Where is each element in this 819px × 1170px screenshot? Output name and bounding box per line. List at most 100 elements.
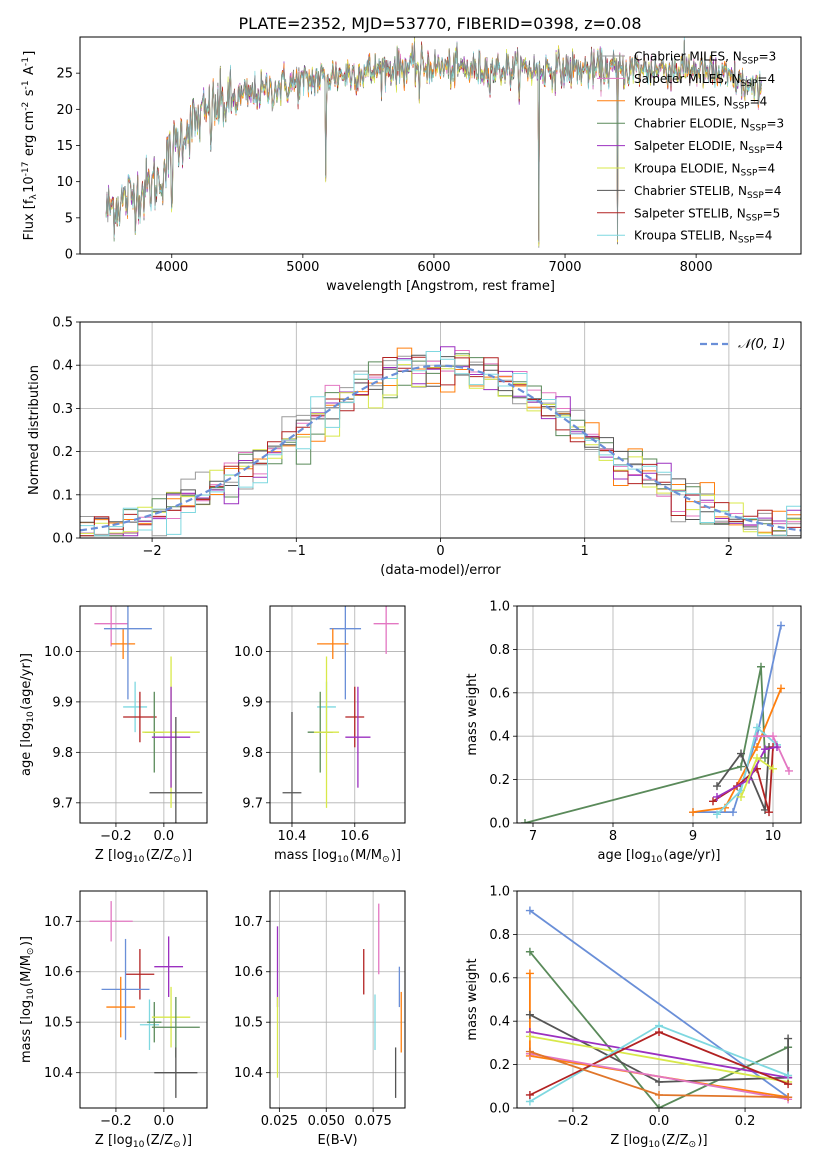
weight-marker: [525, 947, 534, 956]
tick-label-x: 8: [609, 829, 617, 844]
weight-marker: [525, 1032, 534, 1041]
tick-label-y: 0.0: [489, 1102, 510, 1117]
weight-series-line: [716, 746, 770, 811]
legend-label: Kroupa STELIB, NSSP=4: [634, 229, 772, 246]
tick-label-x: 0.075: [355, 1114, 392, 1129]
weight-series-line: [529, 1035, 789, 1083]
axes-frame: [79, 605, 208, 824]
weight-marker: [525, 1047, 534, 1056]
x-axis-label: Z [log10 (Z/Z⊙ )]: [610, 1133, 707, 1150]
tick-label-x: 1: [581, 544, 589, 559]
tick-label-y: 0.3: [52, 402, 73, 417]
tick-label-x: −1: [287, 544, 306, 559]
tick-label-x: 6000: [417, 260, 450, 275]
y-axis-label: mass weight: [465, 673, 480, 755]
chart-z-mass: −0.2 0.0 10.4 10.5 10.6 10.7 Z [log10 (Z/Z⊙ )]…: [19, 890, 208, 1150]
tick-label-y: 0.4: [489, 730, 510, 745]
tick-label-y: 0.8: [489, 643, 510, 658]
legend-label: Chabrier STELIB, NSSP=4: [634, 184, 782, 201]
tick-label-y: 10.7: [44, 915, 73, 930]
tick-label-y: 0.2: [52, 445, 73, 460]
tick-label-y: 0.2: [489, 1058, 510, 1073]
plot-area: [525, 906, 793, 1108]
plot-area: [521, 621, 793, 823]
weight-marker: [689, 808, 697, 817]
plot-area: [80, 346, 801, 538]
weight-marker: [773, 743, 781, 752]
plot-area: [282, 606, 399, 823]
tick-label-y: 0.0: [52, 532, 73, 547]
weight-marker: [753, 753, 761, 762]
weight-marker: [769, 732, 777, 741]
tick-label-x: −0.2: [557, 1114, 589, 1129]
x-axis-label: (data-model)/error: [380, 563, 501, 578]
axes-frame: [79, 321, 802, 539]
axes-frame: [79, 890, 208, 1109]
plot-area: [89, 901, 200, 1098]
tick-label-y: 0.2: [489, 773, 510, 788]
weight-marker: [761, 745, 769, 754]
x-axis-label: Z [log10 (Z/Z⊙ )]: [95, 848, 192, 865]
legend-label: Salpeter ELODIE, NSSP=4: [634, 139, 783, 156]
y-axis-label: Flux [fλ 10-17 erg cm-2 s-1 A-1 ]: [21, 51, 39, 241]
y-axis-label: age [log10 (age/yr)]: [19, 653, 36, 776]
tick-label-y: 0.4: [52, 359, 73, 374]
y-axis-label: mass [log10 (M/M⊙ )]: [19, 936, 36, 1063]
chart-residuals: −2 −1 0 1 2 0.0 0.1 0.2 0.3 0.4 0.5 (data-model)/er…: [27, 316, 802, 578]
legend-label: Kroupa MILES, NSSP=4: [634, 94, 767, 111]
weight-marker: [757, 662, 765, 671]
tick-label-x: 10: [765, 829, 782, 844]
weight-marker: [753, 743, 761, 752]
tick-label-y: 10.6: [234, 965, 263, 980]
plot-area: [276, 903, 402, 1098]
chart-mass-age: 10.4 10.6 9.7 9.8 9.9 10.0 mass [log10 (M/M⊙ )…: [234, 605, 406, 865]
tick-label-y: 10: [56, 175, 73, 190]
normal-reference-curve: [80, 364, 801, 532]
tick-label-x: 4000: [155, 260, 188, 275]
tick-label-y: 0.5: [52, 316, 73, 331]
chart-z-weight: −0.2 0.0 0.2 0.0 0.2 0.4 0.6 0.8 1.0 Z [log10 (Z/…: [465, 885, 802, 1150]
weight-marker: [784, 1080, 793, 1089]
tick-label-x: 7000: [548, 260, 581, 275]
tick-label-y: 9.8: [242, 746, 263, 761]
tick-label-y: 9.9: [52, 695, 73, 710]
tick-label-y: 0.4: [489, 1015, 510, 1030]
weight-marker: [753, 723, 761, 732]
tick-label-x: 0: [436, 544, 444, 559]
histogram-series: [80, 351, 801, 538]
legend-label: 𝒩(0, 1): [738, 337, 785, 352]
tick-label-y: 0.6: [489, 686, 510, 701]
tick-label-y: 9.7: [242, 796, 263, 811]
tick-label-y: 10.6: [44, 965, 73, 980]
tick-label-y: 0.1: [52, 488, 73, 503]
weight-marker: [655, 1028, 663, 1037]
x-axis-label: mass [log10 (M/M⊙ )]: [274, 848, 401, 865]
tick-label-y: 10.5: [44, 1016, 73, 1031]
tick-label-y: 1.0: [489, 885, 510, 900]
tick-label-x: 10.4: [278, 829, 307, 844]
tick-label-x: −2: [143, 544, 162, 559]
tick-label-x: 5000: [286, 260, 319, 275]
plot-area: [105, 37, 762, 248]
legend-label: Salpeter STELIB, NSSP=5: [634, 206, 780, 223]
data-line: [105, 39, 762, 241]
tick-label-y: 9.9: [242, 695, 263, 710]
x-axis-label: E(B-V): [317, 1133, 357, 1148]
weight-marker: [525, 969, 534, 978]
weight-marker: [737, 762, 745, 771]
tick-label-y: 10.4: [234, 1066, 263, 1081]
tick-label-y: 10.7: [234, 915, 263, 930]
tick-label-x: 0.2: [735, 1114, 756, 1129]
weight-marker: [784, 1034, 793, 1043]
tick-label-y: 10.4: [44, 1066, 73, 1081]
weight-marker: [785, 766, 793, 775]
tick-label-x: 0.025: [261, 1114, 298, 1129]
tick-label-y: 9.8: [52, 746, 73, 761]
plot-area: [94, 606, 203, 823]
weight-marker: [525, 1090, 534, 1099]
weight-marker: [777, 621, 785, 630]
tick-label-x: 0.0: [649, 1114, 670, 1129]
tick-label-x: 0.0: [154, 829, 175, 844]
axes-frame: [269, 890, 406, 1109]
